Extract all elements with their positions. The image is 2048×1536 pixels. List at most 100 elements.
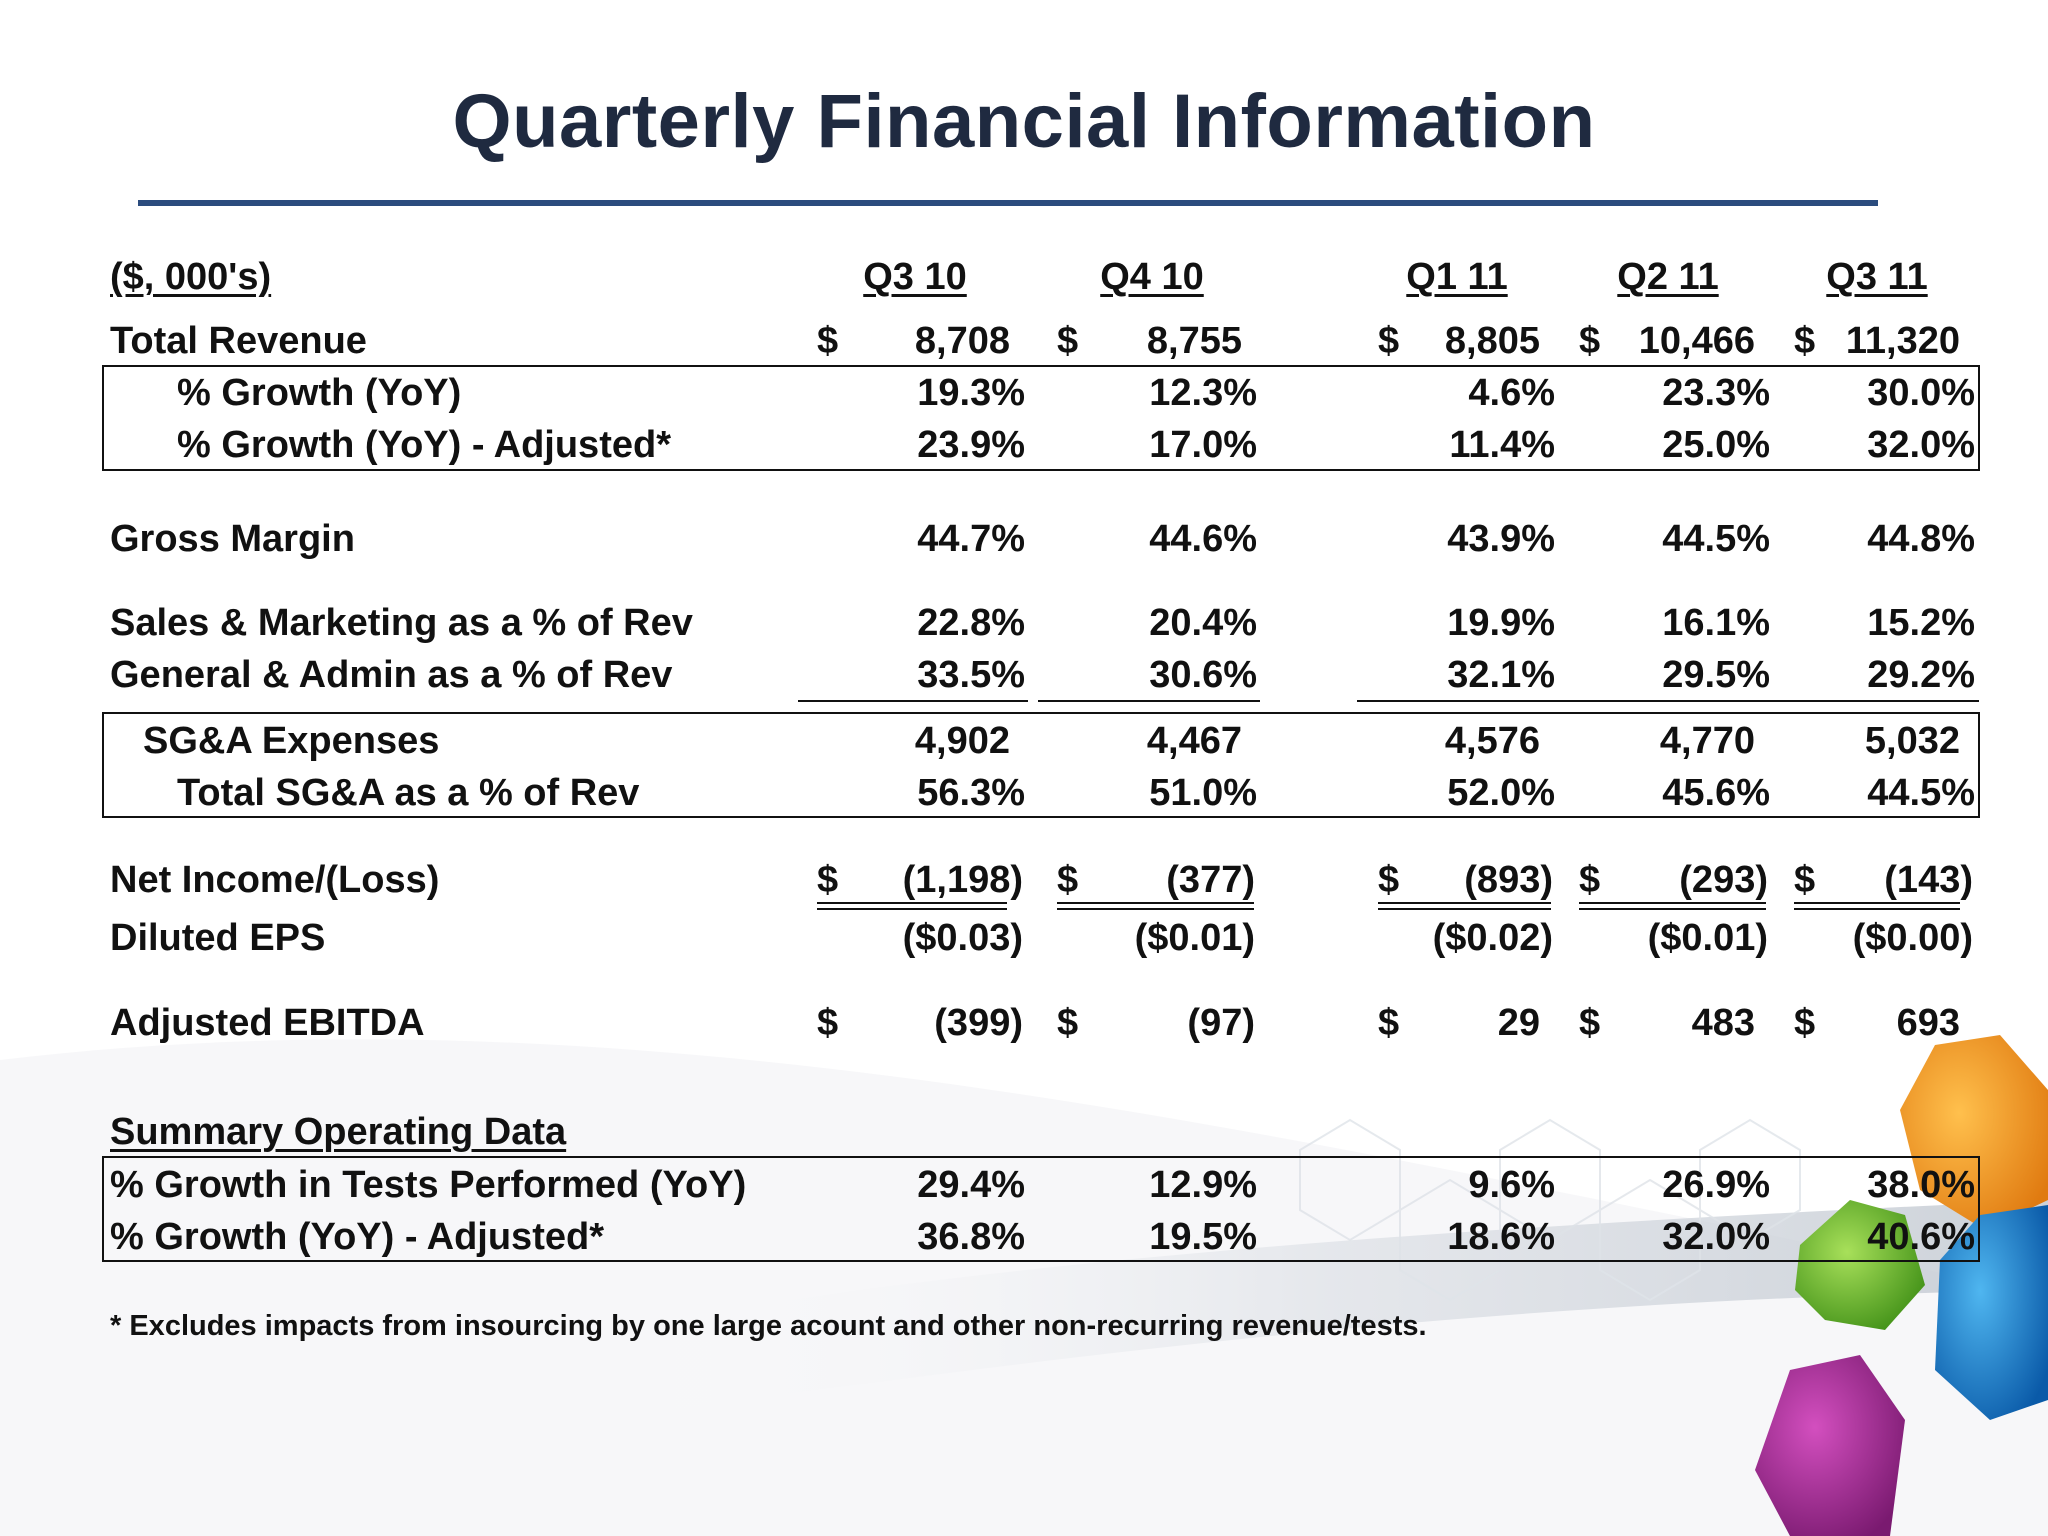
cell-general-admin-q1-11: 32.1% — [1447, 654, 1555, 696]
double-underline — [817, 908, 1007, 910]
currency-symbol: $ — [1057, 320, 1079, 362]
cell-growth-yoy-adj-q2-11: 25.0% — [1662, 424, 1770, 466]
cell-sga-expenses-q2-11: 4,770 — [1659, 720, 1755, 762]
double-underline — [1378, 902, 1551, 904]
currency-symbol: $ — [1378, 1002, 1400, 1044]
cell-net-income-q1-11: (893) — [1464, 859, 1553, 901]
double-underline — [1579, 902, 1766, 904]
cell-growth-yoy-q4-10: 12.3% — [1149, 372, 1257, 414]
cell-tests-growth-q4-10: 12.9% — [1149, 1164, 1257, 1206]
cell-diluted-eps-q3-10: ($0.03) — [902, 917, 1023, 959]
cell-growth-yoy-adj-q4-10: 17.0% — [1149, 424, 1257, 466]
cell-gross-margin-q1-11: 43.9% — [1447, 518, 1555, 560]
cell-adj-ebitda-q4-10: (97) — [1187, 1002, 1255, 1044]
cell-adj-ebitda-q2-11: 483 — [1691, 1002, 1755, 1044]
double-underline — [1378, 908, 1551, 910]
cell-total-revenue-q1-11: 8,805 — [1444, 320, 1540, 362]
cell-total-sga-q3-10: 56.3% — [917, 772, 1025, 814]
currency-symbol: $ — [1794, 1002, 1816, 1044]
double-underline — [1057, 902, 1254, 904]
cell-general-admin-q3-10: 33.5% — [917, 654, 1025, 696]
cell-sales-marketing-q3-11: 15.2% — [1867, 602, 1975, 644]
cell-general-admin-q2-11: 29.5% — [1662, 654, 1770, 696]
currency-symbol: $ — [1579, 1002, 1601, 1044]
subtotal-rule — [1357, 700, 1979, 702]
currency-symbol: $ — [1794, 320, 1816, 362]
row-label-tests-growth-adjusted: % Growth (YoY) - Adjusted* — [110, 1216, 604, 1258]
currency-symbol: $ — [1378, 859, 1400, 901]
cell-total-sga-q3-11: 44.5% — [1867, 772, 1975, 814]
currency-symbol: $ — [1057, 859, 1079, 901]
cell-total-sga-q2-11: 45.6% — [1662, 772, 1770, 814]
cell-gross-margin-q4-10: 44.6% — [1149, 518, 1257, 560]
cell-growth-yoy-q3-11: 30.0% — [1867, 372, 1975, 414]
currency-symbol: $ — [817, 1002, 839, 1044]
sga-box — [102, 712, 1980, 818]
row-label-net-income: Net Income/(Loss) — [110, 859, 440, 901]
cell-diluted-eps-q1-11: ($0.02) — [1432, 917, 1553, 959]
cell-tests-growth-q3-10: 29.4% — [917, 1164, 1025, 1206]
cell-tests-growth-adj-q2-11: 32.0% — [1662, 1216, 1770, 1258]
row-label-sales-marketing: Sales & Marketing as a % of Rev — [110, 602, 693, 644]
subtotal-rule — [798, 700, 1028, 702]
double-underline — [1057, 908, 1254, 910]
cell-sales-marketing-q4-10: 20.4% — [1149, 602, 1257, 644]
currency-symbol: $ — [817, 859, 839, 901]
column-header-q3-11: Q3 11 — [1826, 256, 1928, 298]
row-label-growth-yoy-adjusted: % Growth (YoY) - Adjusted* — [177, 424, 671, 466]
subtotal-rule — [1038, 700, 1260, 702]
cell-tests-growth-q1-11: 9.6% — [1468, 1164, 1555, 1206]
cell-total-sga-q1-11: 52.0% — [1447, 772, 1555, 814]
cell-sales-marketing-q2-11: 16.1% — [1662, 602, 1770, 644]
cell-growth-yoy-adj-q3-10: 23.9% — [917, 424, 1025, 466]
row-label-gross-margin: Gross Margin — [110, 518, 355, 560]
cell-tests-growth-adj-q3-11: 40.6% — [1867, 1216, 1975, 1258]
double-underline — [1794, 908, 1960, 910]
double-underline — [1579, 908, 1766, 910]
row-label-adjusted-ebitda: Adjusted EBITDA — [110, 1002, 425, 1044]
row-label-total-revenue: Total Revenue — [110, 320, 367, 362]
cell-sales-marketing-q3-10: 22.8% — [917, 602, 1025, 644]
cell-growth-yoy-q1-11: 4.6% — [1468, 372, 1555, 414]
cell-tests-growth-adj-q3-10: 36.8% — [917, 1216, 1025, 1258]
cell-gross-margin-q2-11: 44.5% — [1662, 518, 1770, 560]
cell-growth-yoy-q2-11: 23.3% — [1662, 372, 1770, 414]
currency-symbol: $ — [1794, 859, 1816, 901]
cell-tests-growth-q2-11: 26.9% — [1662, 1164, 1770, 1206]
cell-growth-yoy-adj-q1-11: 11.4% — [1449, 424, 1555, 466]
cell-diluted-eps-q4-10: ($0.01) — [1134, 917, 1255, 959]
cell-total-sga-q4-10: 51.0% — [1149, 772, 1257, 814]
cell-general-admin-q3-11: 29.2% — [1867, 654, 1975, 696]
cell-gross-margin-q3-11: 44.8% — [1867, 518, 1975, 560]
cell-growth-yoy-adj-q3-11: 32.0% — [1867, 424, 1975, 466]
row-label-diluted-eps: Diluted EPS — [110, 917, 326, 959]
cell-tests-growth-adj-q1-11: 18.6% — [1447, 1216, 1555, 1258]
row-label-growth-yoy: % Growth (YoY) — [177, 372, 462, 414]
summary-heading: Summary Operating Data — [110, 1111, 567, 1153]
row-label-general-admin: General & Admin as a % of Rev — [110, 654, 673, 696]
currency-symbol: $ — [1579, 859, 1601, 901]
currency-symbol: $ — [1378, 320, 1400, 362]
currency-symbol: $ — [1579, 320, 1601, 362]
cell-total-revenue-q4-10: 8,755 — [1146, 320, 1242, 362]
cell-general-admin-q4-10: 30.6% — [1149, 654, 1257, 696]
cell-sales-marketing-q1-11: 19.9% — [1447, 602, 1555, 644]
cell-tests-growth-q3-11: 38.0% — [1867, 1164, 1975, 1206]
cell-adj-ebitda-q3-11: 693 — [1896, 1002, 1960, 1044]
cell-total-revenue-q2-11: 10,466 — [1638, 320, 1755, 362]
cell-total-revenue-q3-11: 11,320 — [1845, 320, 1960, 362]
cell-net-income-q2-11: (293) — [1679, 859, 1768, 901]
summary-box — [102, 1156, 1980, 1262]
row-label-tests-growth: % Growth in Tests Performed (YoY) — [110, 1164, 747, 1206]
footnote: * Excludes impacts from insourcing by on… — [110, 1310, 1427, 1342]
column-header-q4-10: Q4 10 — [1100, 256, 1204, 298]
growth-box — [102, 365, 1980, 471]
column-header-q3-10: Q3 10 — [863, 256, 967, 298]
cell-net-income-q3-11: (143) — [1884, 859, 1973, 901]
cell-growth-yoy-q3-10: 19.3% — [917, 372, 1025, 414]
currency-symbol: $ — [1057, 1002, 1079, 1044]
cell-adj-ebitda-q1-11: 29 — [1497, 1002, 1540, 1044]
cell-net-income-q3-10: (1,198) — [902, 859, 1023, 901]
cell-sga-expenses-q1-11: 4,576 — [1444, 720, 1540, 762]
